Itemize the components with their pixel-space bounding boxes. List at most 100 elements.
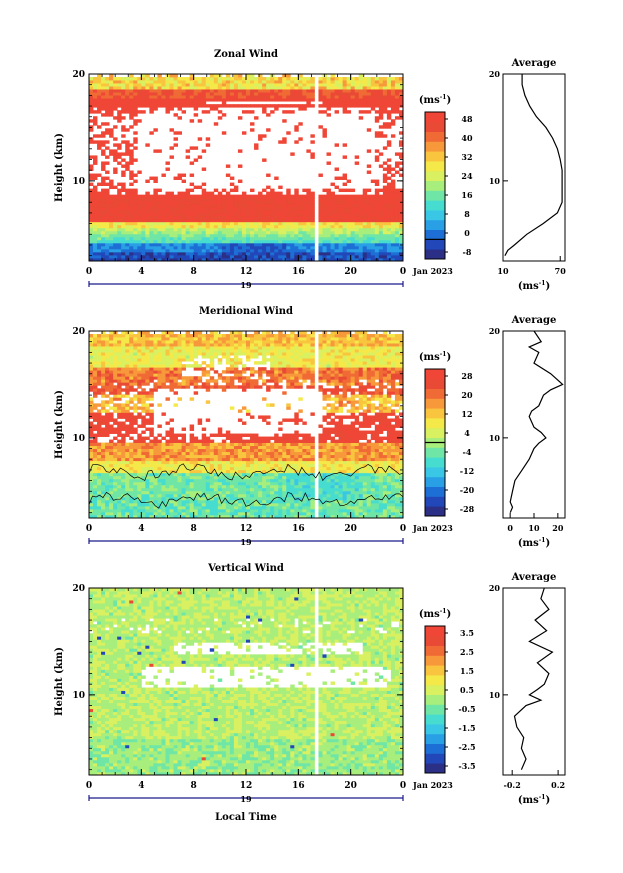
heatmap-cell [145,484,150,489]
heatmap-cell [306,203,311,208]
heatmap-cell [205,442,211,447]
heatmap-cell [205,439,211,443]
heatmap-cell [181,367,187,371]
heatmap-cell [201,340,207,344]
heatmap-cell [185,251,191,256]
heatmap-cell [137,337,142,341]
heatmap-cell [250,221,255,226]
heatmap-cell [237,116,243,120]
heatmap-cell [105,385,110,389]
heatmap-cell [169,337,174,341]
heatmap-cell [282,206,287,211]
heatmap-cell [378,206,384,211]
heatmap-cell [330,227,335,232]
heatmap-cell [197,86,203,90]
heatmap-cell [129,248,134,253]
heatmap-cell [390,218,396,223]
heatmap-cell [141,358,146,362]
heatmap-cell [209,451,215,456]
heatmap-cell [378,254,384,259]
heatmap-cell [398,239,404,244]
heatmap-cell [97,475,102,480]
heatmap-cell [354,215,360,220]
heatmap-cell [129,188,134,193]
heatmap-cell [378,242,384,247]
heatmap-cell [113,242,118,247]
heatmap-cell [185,505,191,510]
heatmap-cell [193,352,199,356]
heatmap-cell [161,197,166,202]
heatmap-cell [366,230,372,235]
heatmap-cell [382,80,388,84]
heatmap-cell [233,185,239,190]
heatmap-cell [274,197,279,202]
heatmap-cell [229,331,235,335]
heatmap-cell [125,140,130,144]
heatmap-cell [129,107,134,111]
heatmap-cell [145,248,150,253]
heatmap-cell [209,340,215,344]
heatmap-cell [149,200,154,205]
heatmap-cell [93,373,98,377]
heatmap-cell [113,343,118,347]
heatmap-cell [225,472,231,477]
heatmap-cell [125,331,130,335]
heatmap-cell [390,95,396,99]
heatmap-cell [173,361,178,365]
heatmap-cell [133,427,138,431]
heatmap-cell [181,481,187,486]
heatmap-cell [229,484,235,489]
heatmap-cell [113,457,118,462]
heatmap-cell [189,358,195,362]
heatmap-cell [173,355,178,359]
heatmap-cell [177,460,182,465]
heatmap-cell [282,194,287,199]
heatmap-cell [101,257,106,262]
heatmap-cell [370,236,376,241]
heatmap-cell [133,442,138,447]
heatmap-cell [145,508,150,513]
heatmap-cell [125,400,130,404]
heatmap-cell [149,493,154,498]
heatmap-cell [153,445,158,450]
heatmap-cell [121,248,126,253]
heatmap-cell [121,188,126,193]
heatmap-cell [125,197,130,202]
heatmap-cell [306,209,311,214]
heatmap-cell [185,493,191,498]
heatmap-cell [105,475,110,480]
heatmap-cell [233,221,239,226]
heatmap-cell [93,242,98,247]
heatmap-cell [117,358,122,362]
heatmap-cell [237,95,243,99]
heatmap-cell [278,209,283,214]
heatmap-cell [153,514,158,519]
heatmap-cell [125,391,130,395]
heatmap-cell [101,239,106,244]
heatmap-cell [254,254,259,259]
heatmap-cell [193,331,199,335]
heatmap-cell [145,242,150,247]
heatmap-cell [398,212,404,217]
heatmap-cell [358,104,364,108]
heatmap-cell [101,101,106,105]
heatmap-cell [193,206,199,211]
profile-frame [502,73,566,262]
heatmap-cell [141,493,146,498]
heatmap-cell [193,224,199,229]
heatmap-cell [149,370,154,374]
heatmap-cell [382,167,388,171]
heatmap-cell [141,421,146,425]
heatmap-cell [157,442,162,447]
heatmap-cell [229,433,235,437]
heatmap-cell [398,131,404,135]
heatmap-cell [117,104,122,108]
heatmap-cell [109,466,114,471]
heatmap-cell [229,182,235,186]
heatmap-cell [221,499,227,504]
heatmap-cell [193,460,199,465]
heatmap-cell [374,119,380,123]
heatmap-cell [254,239,259,244]
heatmap-cell [157,239,162,244]
heatmap-cell [181,215,187,220]
